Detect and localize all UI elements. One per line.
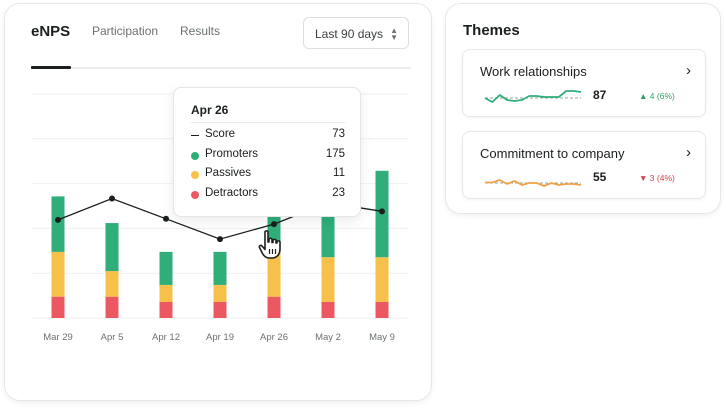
bar-detractors-mar-29 [51,296,65,318]
x-tick-label: Mar 29 [43,332,73,343]
tooltip-label: Score [205,128,236,140]
tab-enps[interactable]: eNPS [31,23,71,40]
score-point [379,208,385,215]
promoters-dot-marker [191,152,199,160]
score-point [217,236,223,243]
tab-results[interactable]: Results [180,24,221,38]
date-range-value: Last 90 days [315,27,384,41]
date-range-select[interactable]: Last 90 days ▲ ▼ [303,17,409,49]
x-tick-label: Apr 26 [260,332,288,343]
theme-delta: ▲ 4 (6%) [639,91,675,101]
tooltip-value: 11 [333,167,345,179]
bar-detractors-apr-5 [105,296,119,318]
score-point [109,195,115,202]
theme-delta-value: 4 (6%) [649,91,675,101]
tooltip-label: Passives [205,167,252,179]
theme-delta-value: 3 (4%) [649,173,675,183]
arrow-down-icon: ▼ [639,173,648,183]
bar-passives-may-9 [375,257,389,302]
tooltip-divider [191,122,345,123]
theme-score: 87 [593,88,607,102]
tooltip-row-promoters: Promoters 175 [191,148,345,164]
tab-participation[interactable]: Participation [92,24,159,38]
bar-promoters-mar-29 [51,196,65,252]
bar-detractors-may-9 [375,302,389,318]
bar-detractors-apr-12 [159,302,173,318]
passives-dot-marker [191,171,199,179]
themes-title: Themes [463,22,520,39]
theme-name: Work relationships [480,64,587,79]
bar-detractors-apr-19 [213,302,227,318]
theme-sparkline [485,179,582,187]
x-tick-label: May 9 [369,332,395,343]
bar-passives-mar-29 [51,251,65,297]
enps-card: eNPS Participation Results Last 90 days … [4,3,432,401]
score-point [271,221,277,228]
theme-card-commitment[interactable]: Commitment to company › 55 ▼ 3 (4%) [462,131,706,199]
sparkline-line [485,179,582,187]
score-point [55,216,61,223]
tooltip-value: 175 [325,148,345,160]
bar-detractors-may-2 [321,302,335,318]
bar-detractors-apr-26 [267,296,281,318]
tooltip-row-passives: Passives 11 [191,167,345,183]
bar-passives-may-2 [321,257,335,302]
theme-sparkline [484,90,582,103]
sparkline-line [484,90,582,103]
tooltip-date: Apr 26 [191,103,229,117]
bar-passives-apr-5 [105,271,119,297]
bar-passives-apr-12 [159,284,173,302]
theme-score: 55 [593,170,607,184]
tooltip-value: 23 [332,187,345,199]
detractors-dot-marker [191,191,199,199]
hand-pointer-icon [258,230,281,259]
tooltip-value: 73 [332,128,345,140]
updown-chevron-icon: ▲ ▼ [390,26,398,42]
chevron-right-icon[interactable]: › [686,62,691,79]
tooltip-row-detractors: Detractors 23 [191,187,345,203]
themes-card: Themes Work relationships › 87 ▲ 4 (6%) … [445,3,721,214]
bar-promoters-apr-19 [213,251,227,285]
bar-passives-apr-26 [267,246,281,297]
tooltip-row-score: Score 73 [191,128,345,144]
bar-promoters-apr-5 [105,223,119,272]
theme-delta: ▼ 3 (4%) [639,173,675,183]
x-tick-label: Apr 19 [206,332,234,343]
bar-promoters-apr-12 [159,251,173,285]
chart-tooltip: Apr 26 Score 73 Promoters 175 Passives 1… [173,87,361,217]
tooltip-label: Promoters [205,148,259,160]
x-tick-label: May 2 [315,332,341,343]
theme-card-work-relationships[interactable]: Work relationships › 87 ▲ 4 (6%) [462,49,706,117]
score-point [163,215,169,222]
x-tick-label: Apr 12 [152,332,180,343]
bar-passives-apr-19 [213,284,227,302]
score-line-marker [191,135,199,136]
tab-underline-track [31,67,411,69]
tooltip-label: Detractors [205,187,259,199]
arrow-up-icon: ▲ [639,91,648,101]
tab-active-indicator [31,66,71,69]
theme-name: Commitment to company [480,146,625,161]
x-tick-label: Apr 5 [101,332,124,343]
chevron-right-icon[interactable]: › [686,144,691,161]
